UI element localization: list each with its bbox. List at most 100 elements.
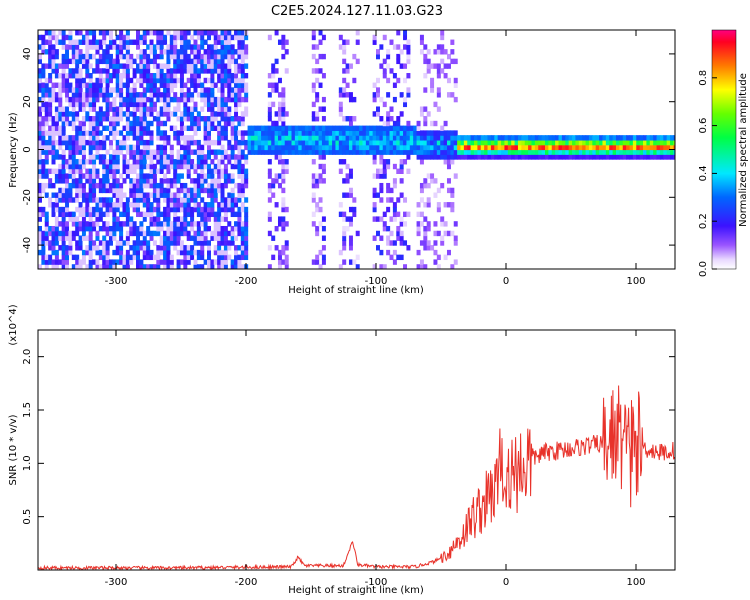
heatmap-cell bbox=[399, 139, 404, 146]
heatmap-cell bbox=[190, 120, 195, 127]
heatmap-cell bbox=[568, 135, 573, 141]
heatmap-cell bbox=[61, 187, 66, 194]
heatmap-cell bbox=[342, 159, 347, 165]
heatmap-cell bbox=[75, 245, 80, 251]
heatmap-cell bbox=[517, 135, 522, 141]
heatmap-cell bbox=[372, 96, 377, 103]
heatmap-cell bbox=[81, 120, 86, 127]
heatmap-cell bbox=[152, 149, 157, 155]
heatmap-cell bbox=[139, 111, 144, 117]
heatmap-cell bbox=[166, 163, 171, 170]
heatmap-cell bbox=[267, 149, 272, 155]
heatmap-cell bbox=[470, 144, 475, 151]
heatmap-cell bbox=[190, 139, 195, 146]
heatmap-cell bbox=[173, 216, 178, 222]
heatmap-cell bbox=[362, 139, 367, 146]
heatmap-cell bbox=[301, 130, 306, 136]
heatmap-cell bbox=[142, 39, 147, 45]
heatmap-cell bbox=[247, 139, 252, 146]
heatmap-cell bbox=[119, 130, 124, 136]
heatmap-cell bbox=[443, 120, 448, 127]
heatmap-cell bbox=[423, 135, 428, 141]
heatmap-cell bbox=[426, 240, 431, 246]
heatmap-cell bbox=[237, 77, 242, 84]
heatmap-cell bbox=[419, 259, 424, 265]
heatmap-cell bbox=[227, 87, 232, 93]
heatmap-cell bbox=[450, 154, 455, 160]
heatmap-cell bbox=[190, 211, 195, 218]
heatmap-cell bbox=[545, 135, 549, 141]
heatmap-cell bbox=[88, 221, 93, 227]
heatmap-cell bbox=[95, 111, 100, 117]
x-tick-label: 100 bbox=[626, 276, 645, 287]
heatmap-cell bbox=[163, 63, 168, 69]
heatmap-cell bbox=[75, 159, 80, 165]
heatmap-cell bbox=[274, 173, 279, 179]
heatmap-cell bbox=[183, 116, 188, 122]
heatmap-cell bbox=[244, 92, 249, 98]
heatmap-cell bbox=[85, 178, 90, 184]
heatmap-cell bbox=[301, 135, 306, 141]
heatmap-cell bbox=[474, 144, 478, 151]
heatmap-cell bbox=[406, 58, 411, 65]
heatmap-cell bbox=[48, 63, 53, 69]
heatmap-cell bbox=[396, 120, 401, 127]
heatmap-cell bbox=[163, 130, 168, 136]
heatmap-cell bbox=[419, 187, 424, 194]
heatmap-cell bbox=[244, 63, 249, 69]
heatmap-cell bbox=[190, 221, 195, 227]
heatmap-cell bbox=[115, 225, 120, 232]
heatmap-cell bbox=[186, 259, 191, 265]
heatmap-cell bbox=[247, 144, 252, 151]
heatmap-cell bbox=[183, 39, 188, 45]
heatmap-cell bbox=[98, 187, 103, 194]
heatmap-cell bbox=[257, 130, 262, 136]
heatmap-cell bbox=[119, 225, 124, 232]
heatmap-cell bbox=[223, 125, 228, 131]
heatmap-cell bbox=[223, 63, 228, 69]
heatmap-cell bbox=[355, 125, 360, 131]
heatmap-cell bbox=[213, 96, 218, 103]
heatmap-cell bbox=[538, 149, 543, 155]
heatmap-cell bbox=[453, 139, 458, 146]
heatmap-cell bbox=[240, 135, 245, 141]
heatmap-cell bbox=[207, 144, 211, 151]
heatmap-cell bbox=[470, 154, 475, 160]
heatmap-cell bbox=[176, 130, 181, 136]
heatmap-cell bbox=[207, 130, 211, 136]
heatmap-cell bbox=[169, 163, 174, 170]
heatmap-cell bbox=[122, 259, 127, 265]
heatmap-cell bbox=[85, 111, 90, 117]
heatmap-cell bbox=[430, 82, 435, 88]
heatmap-cell bbox=[166, 111, 171, 117]
heatmap-cell bbox=[321, 254, 326, 261]
heatmap-cell bbox=[254, 149, 259, 155]
heatmap-cell bbox=[511, 154, 516, 160]
heatmap-cell bbox=[85, 49, 90, 55]
heatmap-cell bbox=[311, 144, 316, 151]
heatmap-cell bbox=[348, 120, 353, 127]
heatmap-cell bbox=[54, 249, 59, 256]
heatmap-cell bbox=[416, 139, 421, 146]
heatmap-cell bbox=[352, 53, 357, 60]
heatmap-cell bbox=[68, 230, 73, 237]
heatmap-cell bbox=[169, 221, 174, 227]
heatmap-cell bbox=[136, 230, 140, 237]
heatmap-cell bbox=[399, 230, 404, 237]
heatmap-cell bbox=[213, 154, 218, 160]
heatmap-cell bbox=[115, 82, 120, 88]
heatmap-cell bbox=[61, 259, 66, 265]
heatmap-cell bbox=[463, 135, 468, 141]
heatmap-cell bbox=[210, 139, 215, 146]
heatmap-cell bbox=[257, 125, 262, 131]
heatmap-cell bbox=[217, 130, 222, 136]
heatmap-cell bbox=[125, 106, 130, 112]
heatmap-cell bbox=[237, 120, 242, 127]
heatmap-cell bbox=[379, 63, 384, 69]
heatmap-cell bbox=[332, 130, 337, 136]
heatmap-cell bbox=[176, 206, 181, 213]
heatmap-cell bbox=[92, 259, 97, 265]
heatmap-cell bbox=[281, 101, 286, 108]
heatmap-cell bbox=[183, 225, 188, 232]
y-tick-label: 20 bbox=[22, 95, 33, 108]
